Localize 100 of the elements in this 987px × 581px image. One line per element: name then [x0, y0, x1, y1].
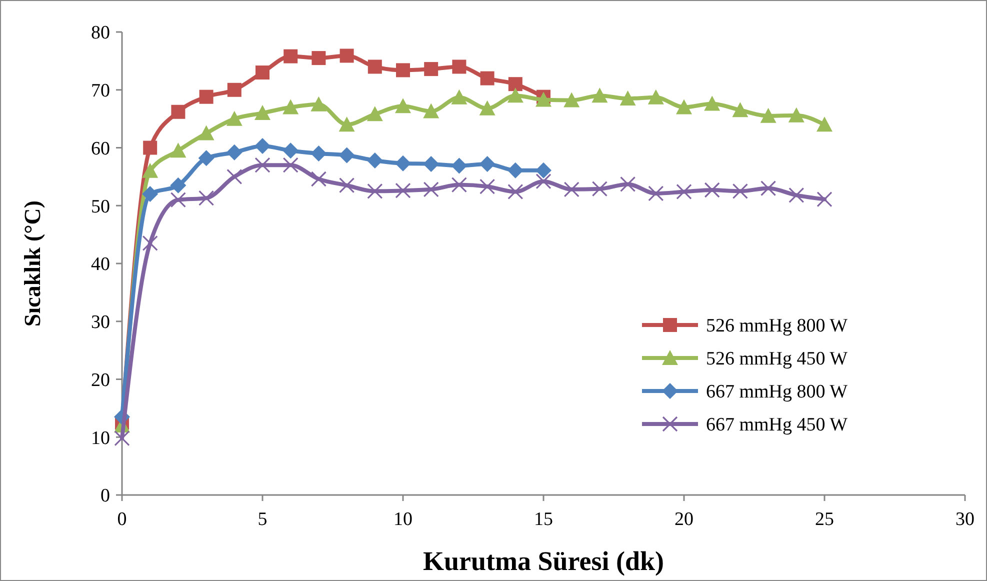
point	[256, 66, 270, 80]
point	[507, 162, 524, 178]
point	[508, 184, 524, 200]
point	[396, 63, 410, 78]
point	[310, 96, 327, 112]
point	[480, 71, 494, 86]
point	[395, 155, 411, 172]
point	[760, 108, 776, 123]
point	[282, 99, 299, 114]
point	[170, 177, 186, 194]
y-tick-label: 10	[91, 428, 110, 449]
point	[592, 88, 608, 103]
point	[284, 49, 298, 64]
point	[226, 110, 242, 126]
point	[451, 176, 467, 193]
y-tick-label: 0	[100, 486, 110, 507]
point	[816, 116, 832, 132]
point	[620, 176, 636, 192]
point	[732, 183, 748, 199]
point	[339, 178, 355, 194]
point	[564, 92, 580, 108]
x-tick-label: 20	[674, 509, 694, 530]
point	[114, 430, 130, 446]
y-tick-label: 70	[91, 80, 110, 102]
y-tick-label: 60	[91, 138, 110, 160]
y-tick-label: 80	[91, 22, 110, 44]
point	[366, 106, 383, 122]
x-tick-label: 15	[534, 509, 553, 530]
point	[198, 190, 214, 206]
point	[507, 88, 524, 103]
point	[142, 162, 158, 178]
point	[254, 157, 270, 173]
point	[732, 102, 748, 118]
point	[704, 182, 720, 198]
y-tick-label: 20	[91, 370, 110, 391]
point	[648, 186, 664, 202]
point	[816, 191, 832, 208]
point	[366, 152, 383, 168]
point	[254, 138, 270, 154]
point	[340, 48, 354, 63]
point	[282, 157, 298, 173]
point	[648, 89, 664, 104]
point	[424, 62, 438, 76]
point	[423, 182, 439, 198]
point	[227, 82, 242, 97]
point	[788, 187, 804, 204]
y-tick-label: 50	[91, 196, 110, 218]
point	[788, 107, 804, 122]
point	[171, 104, 186, 119]
legend-label: 667 mmHg 450 W	[706, 414, 848, 436]
x-tick-label: 30	[956, 509, 974, 530]
point	[423, 156, 440, 172]
x-tick-label: 5	[258, 509, 268, 530]
point	[479, 156, 496, 172]
point	[170, 142, 186, 158]
point	[592, 181, 608, 197]
point	[479, 100, 496, 116]
x-tick-label: 25	[815, 509, 834, 530]
point	[282, 142, 299, 159]
point	[536, 162, 552, 178]
point	[480, 178, 496, 194]
point	[199, 90, 214, 104]
point	[143, 140, 158, 155]
point	[704, 96, 720, 111]
point	[395, 182, 411, 198]
point	[451, 89, 468, 104]
y-tick-label: 30	[91, 312, 110, 334]
point	[452, 60, 466, 74]
point	[312, 51, 326, 66]
point	[226, 168, 242, 184]
point	[676, 184, 692, 200]
point	[170, 192, 186, 208]
point	[760, 180, 776, 196]
point	[508, 77, 522, 92]
point	[142, 235, 158, 252]
point	[367, 183, 383, 199]
x-tick-label: 0	[117, 509, 127, 530]
point	[198, 150, 214, 166]
legend-label: 526 mmHg 800 W	[706, 316, 848, 337]
point	[676, 99, 692, 114]
point	[310, 171, 326, 187]
point	[536, 92, 552, 107]
point	[338, 116, 355, 132]
x-tick-label: 10	[394, 509, 412, 530]
point	[395, 98, 411, 114]
point	[564, 182, 580, 198]
point	[254, 105, 270, 120]
point	[536, 174, 552, 190]
point	[620, 90, 636, 106]
y-axis-title: Sıcaklık (°C)	[20, 200, 45, 327]
point	[423, 103, 440, 118]
point	[198, 125, 214, 140]
point	[451, 158, 468, 174]
point	[226, 144, 242, 160]
y-tick-label: 40	[91, 254, 110, 276]
legend-label: 667 mmHg 800 W	[706, 382, 848, 403]
x-axis-title: Kurutma Süresi (dk)	[422, 546, 664, 576]
point	[310, 146, 327, 162]
legend-label: 526 mmHg 450 W	[706, 348, 848, 370]
point	[368, 60, 382, 74]
